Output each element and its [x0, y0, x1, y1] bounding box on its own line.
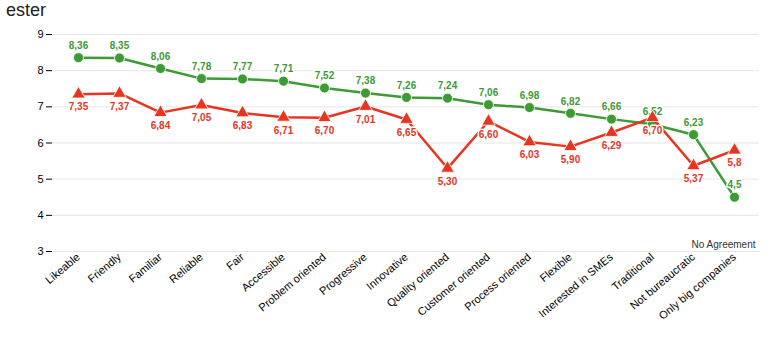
svg-text:4,5: 4,5	[728, 179, 742, 190]
svg-text:Quality oriented: Quality oriented	[384, 250, 451, 310]
svg-text:7,24: 7,24	[438, 80, 458, 91]
svg-text:6,29: 6,29	[602, 140, 622, 151]
svg-text:8,06: 8,06	[151, 51, 171, 62]
svg-text:Not bureaucratic: Not bureaucratic	[627, 250, 697, 312]
svg-text:Familiar: Familiar	[126, 250, 164, 285]
svg-text:7,05: 7,05	[192, 112, 212, 123]
svg-text:6,23: 6,23	[684, 117, 704, 128]
svg-text:7,71: 7,71	[274, 63, 294, 74]
svg-text:7: 7	[37, 100, 43, 112]
svg-text:Reliable: Reliable	[167, 251, 205, 286]
svg-text:5,30: 5,30	[438, 176, 458, 187]
svg-text:6,66: 6,66	[602, 101, 622, 112]
svg-text:Process oriented: Process oriented	[462, 251, 533, 313]
svg-text:Friendly: Friendly	[85, 250, 123, 285]
html-text:ester: ester	[6, 0, 46, 20]
svg-text:9: 9	[37, 28, 43, 40]
svg-text:7,77: 7,77	[233, 61, 253, 72]
svg-text:7,78: 7,78	[192, 61, 212, 72]
svg-text:6,03: 6,03	[520, 149, 540, 160]
svg-text:8,35: 8,35	[110, 40, 130, 51]
svg-text:6,70: 6,70	[315, 125, 335, 136]
svg-text:Accessible: Accessible	[239, 250, 287, 294]
svg-text:Flexible: Flexible	[537, 251, 574, 285]
svg-text:6,83: 6,83	[233, 120, 253, 131]
svg-text:5,37: 5,37	[684, 173, 704, 184]
svg-text:Likeable: Likeable	[43, 251, 82, 287]
svg-text:8,36: 8,36	[69, 40, 89, 51]
svg-text:8: 8	[37, 64, 43, 76]
svg-text:7,35: 7,35	[69, 101, 89, 112]
svg-text:Interested in SMEs: Interested in SMEs	[536, 250, 615, 319]
svg-text:7,38: 7,38	[356, 75, 376, 86]
svg-text:7,26: 7,26	[397, 80, 417, 91]
svg-text:6,60: 6,60	[479, 129, 499, 140]
svg-text:Only big companies: Only big companies	[656, 250, 738, 322]
svg-text:6,65: 6,65	[397, 127, 417, 138]
svg-text:4: 4	[37, 209, 43, 221]
svg-text:5,8: 5,8	[728, 157, 742, 168]
svg-text:6,70: 6,70	[643, 125, 663, 136]
svg-text:6,82: 6,82	[561, 96, 581, 107]
svg-text:6: 6	[37, 137, 43, 149]
svg-text:6,71: 6,71	[274, 125, 294, 136]
svg-text:3: 3	[37, 245, 43, 257]
svg-text:No Agreement: No Agreement	[692, 239, 756, 250]
svg-text:7,52: 7,52	[315, 70, 335, 81]
svg-text:6,52: 6,52	[642, 106, 663, 118]
svg-text:Fair: Fair	[224, 250, 246, 272]
svg-text:Customer oriented: Customer oriented	[415, 251, 492, 318]
svg-text:Innovative: Innovative	[363, 250, 410, 292]
svg-text:Progressive: Progressive	[317, 251, 369, 298]
svg-text:7,01: 7,01	[356, 114, 376, 125]
svg-text:6,84: 6,84	[151, 120, 171, 131]
svg-text:7,06: 7,06	[479, 87, 499, 98]
svg-text:6,98: 6,98	[520, 90, 540, 101]
svg-text:5,90: 5,90	[561, 154, 581, 165]
svg-text:5: 5	[37, 173, 43, 185]
svg-text:Traditional: Traditional	[609, 250, 656, 293]
svg-text:Problem oriented: Problem oriented	[256, 251, 328, 314]
svg-text:7,37: 7,37	[110, 101, 130, 112]
